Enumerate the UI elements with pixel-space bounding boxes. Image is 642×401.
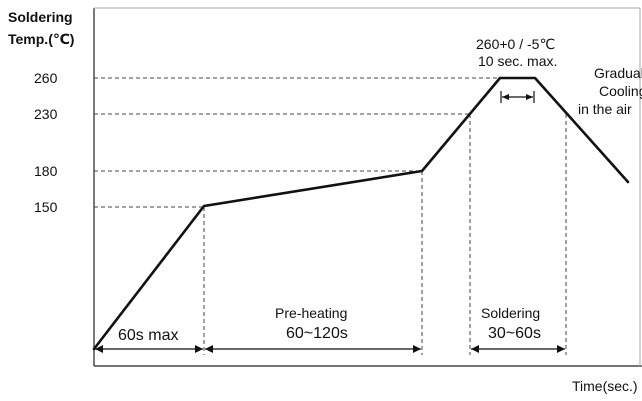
peak-time-label: 10 sec. max. <box>478 53 557 69</box>
cooling-label-line3: in the air <box>578 101 632 117</box>
ytick-260: 260 <box>34 70 58 86</box>
x-axis-title: Time(sec.) <box>572 378 638 394</box>
temperature-profile-line <box>92 76 630 351</box>
ramp-duration-label: 60s max <box>118 327 178 344</box>
peak-tolerance-label: 260+0 / -5℃ <box>476 36 555 52</box>
ytick-230: 230 <box>34 106 58 122</box>
preheat-label-line2: 60~120s <box>286 325 348 342</box>
ramp-arrow-head-left <box>95 345 103 353</box>
ytick-150: 150 <box>34 199 58 215</box>
peak-arrow-head-right <box>526 94 533 100</box>
peak-arrow-head-left <box>502 94 509 100</box>
solder-arrow-head-right <box>557 345 565 353</box>
cooling-label-line2: Cooling <box>599 83 642 99</box>
cooling-label-line1: Gradual <box>594 65 642 81</box>
solder-arrow-head-left <box>471 345 479 353</box>
y-axis-title-line1: Soldering <box>8 9 73 25</box>
ramp-arrow-head-right <box>195 345 203 353</box>
solder-label-line2: 30~60s <box>488 325 541 342</box>
preheat-arrow-head-left <box>205 345 213 353</box>
preheat-arrow-head-right <box>413 345 421 353</box>
solder-label-line1: Soldering <box>481 305 540 321</box>
y-axis-title-line2: Temp.(℃) <box>8 31 74 47</box>
ytick-180: 180 <box>34 163 58 179</box>
preheat-label-line1: Pre-heating <box>275 305 347 321</box>
